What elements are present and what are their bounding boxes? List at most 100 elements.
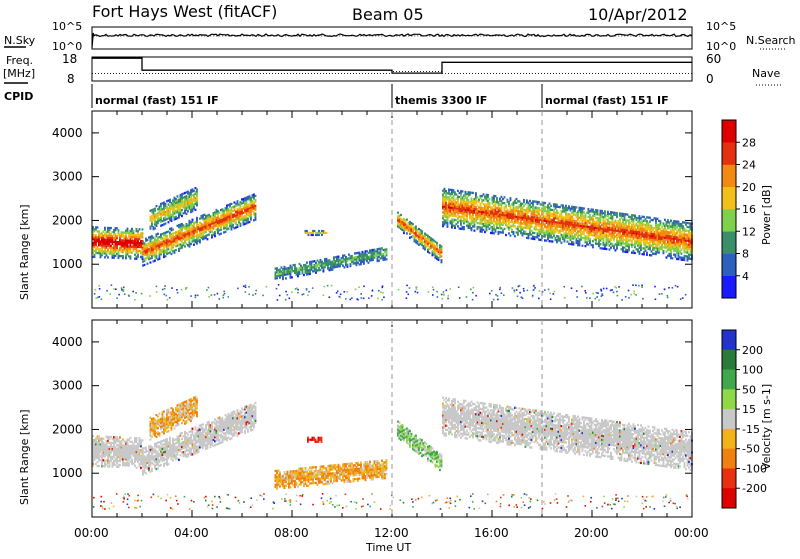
- heatmap-cell: [154, 208, 156, 210]
- heatmap-speckle: [443, 291, 445, 293]
- heatmap-speckle: [409, 287, 411, 289]
- heatmap-cell: [147, 263, 149, 265]
- heatmap-speckle: [383, 297, 385, 299]
- heatmap-speckle: [433, 289, 435, 291]
- freq-left-top: 18: [62, 52, 77, 66]
- heatmap-speckle: [598, 299, 600, 301]
- heatmap-cell: [597, 209, 599, 211]
- heatmap-speckle: [523, 288, 525, 290]
- heatmap-speckle: [447, 298, 449, 300]
- heatmap-cell: [565, 205, 567, 207]
- heatmap-speckle: [337, 290, 339, 292]
- y-tick-label: 3000: [52, 170, 83, 184]
- heatmap-cell: [282, 278, 284, 280]
- heatmap-cell: [347, 264, 349, 266]
- heatmap-speckle: [576, 296, 578, 298]
- heatmap-speckle: [550, 298, 552, 300]
- heatmap-cell: [684, 227, 686, 229]
- heatmap-speckle: [497, 299, 499, 301]
- nave-label: Nave: [752, 67, 780, 80]
- heatmap-speckle: [115, 288, 117, 290]
- heatmap-cell: [577, 214, 579, 216]
- heatmap-speckle: [185, 287, 187, 289]
- heatmap-cell: [493, 199, 495, 201]
- cpid-segment-label: normal (fast) 151 IF: [545, 94, 669, 107]
- heatmap-cell: [514, 214, 516, 216]
- heatmap-speckle: [306, 290, 308, 292]
- heatmap-cell: [205, 231, 207, 233]
- heatmap-cell: [436, 242, 438, 244]
- heatmap-cell: [246, 201, 248, 203]
- heatmap-cell: [495, 195, 497, 197]
- heatmap-cell: [315, 272, 317, 274]
- heatmap-cell: [552, 240, 554, 242]
- heatmap-cell: [207, 238, 209, 240]
- heatmap-cell: [154, 210, 156, 212]
- heatmap-speckle: [278, 284, 280, 286]
- heatmap-cell: [386, 250, 388, 252]
- heatmap-cell: [136, 228, 138, 230]
- heatmap-speckle: [206, 289, 208, 291]
- heatmap-cell: [502, 232, 504, 234]
- heatmap-speckle: [378, 290, 380, 292]
- heatmap-speckle: [495, 294, 497, 296]
- colorbar-swatch: [722, 209, 736, 232]
- heatmap-speckle: [589, 297, 591, 299]
- heatmap-cell: [678, 254, 680, 256]
- heatmap-speckle: [466, 296, 468, 298]
- heatmap-cell: [672, 257, 674, 259]
- heatmap-speckle: [564, 286, 566, 288]
- heatmap-speckle: [371, 295, 373, 297]
- heatmap-cell: [344, 266, 346, 268]
- heatmap-speckle: [95, 297, 97, 299]
- heatmap-speckle: [633, 291, 635, 293]
- heatmap-cell: [510, 207, 512, 209]
- heatmap-cell: [240, 225, 242, 227]
- heatmap-cell: [531, 230, 533, 232]
- heatmap-speckle: [517, 296, 519, 298]
- heatmap-cell: [142, 256, 144, 258]
- heatmap-speckle: [635, 285, 637, 287]
- heatmap-cell: [684, 259, 686, 261]
- heatmap-cell: [583, 233, 585, 235]
- heatmap-cell: [181, 215, 183, 217]
- station-title: Fort Hays West (fitACF): [92, 2, 277, 21]
- heatmap-cell: [196, 200, 198, 202]
- heatmap-cell: [474, 226, 476, 228]
- heatmap-cell: [175, 249, 177, 251]
- heatmap-cell: [386, 248, 388, 250]
- heatmap-cell: [507, 209, 509, 211]
- heatmap-speckle: [223, 291, 225, 293]
- heatmap-cell: [486, 229, 488, 231]
- heatmap-cell: [199, 239, 201, 241]
- heatmap-cell: [519, 200, 521, 202]
- heatmap-speckle: [245, 286, 247, 288]
- heatmap-cell: [378, 260, 380, 262]
- heatmap-speckle: [291, 291, 293, 293]
- heatmap-speckle: [614, 286, 616, 288]
- heatmap-speckle: [368, 297, 370, 299]
- heatmap-cell: [514, 225, 516, 227]
- heatmap-speckle: [613, 292, 615, 294]
- heatmap-cell: [465, 191, 467, 193]
- heatmap-cell: [660, 220, 662, 222]
- heatmap-cell: [107, 256, 109, 258]
- heatmap-cell: [165, 223, 167, 225]
- heatmap-cell: [177, 195, 179, 197]
- heatmap-speckle: [499, 289, 501, 291]
- heatmap-cell: [306, 262, 308, 264]
- heatmap-cell: [285, 277, 287, 279]
- heatmap-speckle: [432, 294, 434, 296]
- colorbar-swatch: [722, 187, 736, 210]
- heatmap-speckle: [363, 298, 365, 300]
- heatmap-speckle: [377, 298, 379, 300]
- heatmap-speckle: [287, 294, 289, 296]
- nsky-trace: [92, 33, 692, 48]
- nsky-label: N.Sky: [4, 34, 36, 47]
- heatmap-speckle: [372, 290, 374, 292]
- heatmap-cell: [457, 200, 459, 202]
- heatmap-cell: [441, 245, 443, 247]
- heatmap-cell: [445, 190, 447, 192]
- heatmap-cell: [573, 241, 575, 243]
- heatmap-cell: [142, 236, 144, 238]
